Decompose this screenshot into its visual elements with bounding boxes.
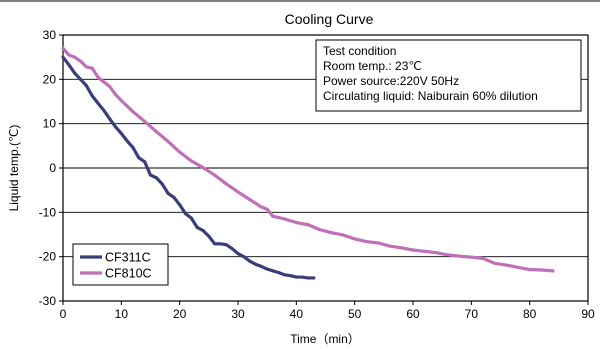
x-tick-label-1: 10 <box>115 307 129 321</box>
CF810C-segment-11 <box>119 99 135 114</box>
CF810C-segment-16 <box>178 150 193 163</box>
CF810C-segment-41 <box>458 254 473 259</box>
y-tick-label-1: 20 <box>43 72 57 86</box>
series-CF311C <box>61 55 316 280</box>
legend-label-CF810C: CF810C <box>105 267 152 281</box>
CF810C-segment-29 <box>318 228 333 235</box>
CF810C-segment-19 <box>213 173 228 186</box>
CF810C-segment-27 <box>294 220 310 227</box>
x-tick-label-8: 80 <box>523 307 537 321</box>
CF311C-segment-13 <box>131 146 141 160</box>
x-tick-label-6: 60 <box>406 307 420 321</box>
CF810C-segment-36 <box>399 246 415 252</box>
CF311C-segment-23 <box>189 216 199 230</box>
x-tick-label-3: 30 <box>231 307 245 321</box>
x-tick-label-5: 50 <box>348 307 362 321</box>
CF810C-segment-48 <box>539 268 555 273</box>
CF810C-segment-14 <box>154 130 170 143</box>
CF810C-segment-9 <box>108 84 118 97</box>
CF810C-segment-33 <box>364 239 380 245</box>
test-condition-line-0: Test condition <box>323 44 396 58</box>
CF311C-segment-21 <box>178 203 188 216</box>
CF810C-segment-15 <box>166 139 182 154</box>
CF311C-segment-5 <box>84 83 94 98</box>
series-layer <box>61 46 555 280</box>
CF810C-segment-22 <box>248 197 263 209</box>
y-axis-label: Liquid temp.(℃) <box>7 125 21 212</box>
CF810C-segment-43 <box>481 256 497 265</box>
y-tick-label-0: 30 <box>43 28 57 42</box>
CF311C-segment-8 <box>102 108 112 121</box>
CF810C-segment-12 <box>131 110 147 124</box>
y-tick-label-4: -10 <box>39 205 57 219</box>
y-tick-label-3: 0 <box>49 161 56 175</box>
CF311C-segment-18 <box>160 182 170 195</box>
legend-frame <box>72 243 169 286</box>
CF810C-segment-35 <box>388 244 403 250</box>
CF810C-segment-20 <box>224 182 240 194</box>
chart-title: Cooling Curve <box>285 11 374 27</box>
x-tick-label-9: 90 <box>581 307 595 321</box>
CF810C-segment-26 <box>283 217 298 225</box>
x-tick-label-2: 20 <box>173 307 187 321</box>
y-tick-label-2: 10 <box>43 117 57 131</box>
x-axis-label: Time（min） <box>290 332 360 346</box>
series-CF810C <box>61 46 555 273</box>
CF810C-segment-44 <box>493 261 508 267</box>
x-tick-label-4: 40 <box>290 307 304 321</box>
CF810C-segment-40 <box>446 253 462 258</box>
test-condition-line-1: Room temp.: 23℃ <box>323 59 422 73</box>
CF810C-segment-39 <box>434 251 450 257</box>
CF810C-segment-25 <box>271 214 287 221</box>
CF810C-segment-17 <box>189 159 205 170</box>
CF311C-segment-2 <box>67 63 77 75</box>
CF810C-segment-45 <box>504 263 520 269</box>
CF810C-segment-18 <box>201 165 217 177</box>
CF810C-segment-42 <box>469 255 485 261</box>
x-tick-label-0: 0 <box>60 307 67 321</box>
CF810C-segment-30 <box>329 231 345 237</box>
CF810C-segment-13 <box>143 119 158 134</box>
CF810C-segment-31 <box>341 233 357 241</box>
test-condition-line-2: Power source:220V 50Hz <box>323 74 459 88</box>
CF810C-segment-38 <box>423 249 438 255</box>
CF810C-segment-34 <box>376 241 392 248</box>
CF311C-segment-9 <box>108 117 118 129</box>
legend-label-CF311C: CF311C <box>105 251 151 265</box>
CF810C-segment-32 <box>353 237 368 244</box>
legend: CF311C CF810C <box>72 243 169 286</box>
test-condition-line-3: Circulating liquid: Naiburain 60% diluti… <box>323 89 538 103</box>
y-tick-label-6: -30 <box>39 294 57 308</box>
CF810C-segment-21 <box>236 190 252 202</box>
CF810C-segment-46 <box>516 265 532 272</box>
test-condition-frame <box>315 39 582 112</box>
y-tick-label-5: -20 <box>39 250 57 264</box>
x-tick-label-7: 70 <box>465 307 479 321</box>
CF810C-segment-37 <box>411 248 427 253</box>
CF311C-segment-15 <box>143 160 153 177</box>
CF810C-segment-28 <box>306 223 322 232</box>
CF810C-segment-6 <box>90 66 100 79</box>
